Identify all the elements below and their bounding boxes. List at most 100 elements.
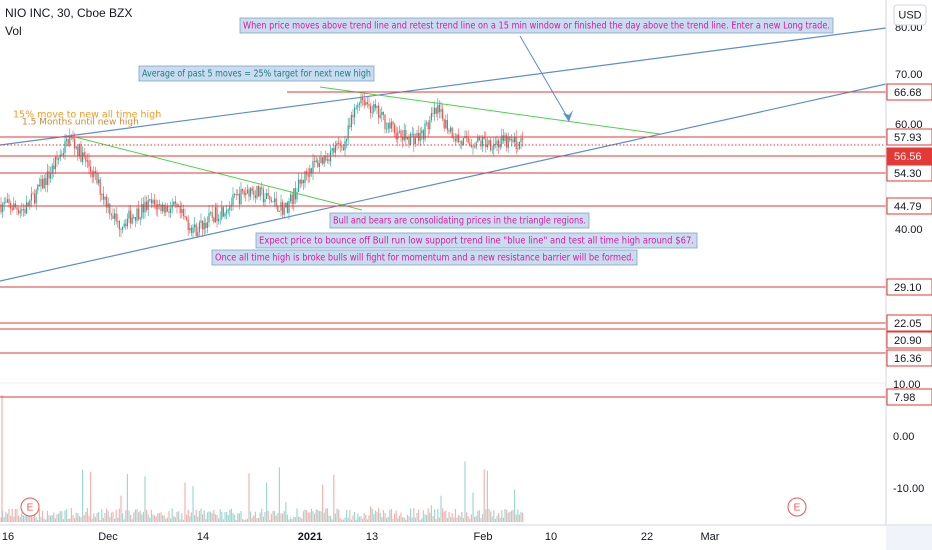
volume-bar: [109, 517, 111, 522]
volume-bar: [248, 473, 250, 522]
candle-body: [174, 201, 176, 204]
candle-body: [171, 205, 173, 209]
volume-bar: [504, 508, 506, 522]
candle-body: [483, 137, 485, 139]
price-level-label: 22.05: [894, 318, 922, 330]
candle-body: [221, 207, 223, 219]
candle-body: [302, 179, 304, 184]
volume-bar: [478, 510, 480, 522]
volume-bar: [162, 515, 164, 522]
arrow: [519, 35, 570, 121]
volume-bar: [133, 512, 135, 522]
candle-body: [165, 205, 167, 213]
price-level-tag: [886, 331, 932, 349]
candle-body: [43, 178, 45, 189]
volume-bar: [357, 513, 359, 522]
candle-body: [133, 216, 135, 218]
volume-bar: [142, 511, 144, 522]
candle-body: [382, 111, 384, 115]
volume-bar: [283, 511, 285, 522]
volume-bar: [198, 510, 200, 522]
candle-body: [411, 133, 413, 135]
candle-body: [262, 189, 264, 203]
volume-bar: [493, 510, 495, 522]
candle-body: [494, 143, 496, 146]
candle-body: [219, 218, 221, 220]
volume-bar: [275, 515, 277, 522]
candle-body: [189, 227, 191, 231]
candle-body: [478, 137, 480, 141]
price-level-label: 54.30: [894, 168, 922, 180]
candle-body: [275, 198, 277, 206]
volume-bar: [83, 515, 85, 522]
volume-bar: [338, 509, 340, 522]
candle-body: [291, 194, 293, 204]
volume-bar: [421, 518, 423, 522]
volume-bar: [181, 513, 183, 522]
candle-body: [144, 201, 146, 213]
candle-body: [14, 203, 16, 208]
candle-body: [266, 193, 268, 200]
candle-body: [314, 160, 316, 162]
volume-bar: [131, 519, 133, 522]
volume-bar: [94, 516, 96, 522]
candle-body: [299, 179, 301, 184]
volume-bar: [18, 515, 20, 522]
annotations: When price moves above trend line and re…: [13, 17, 834, 266]
event-label[interactable]: E: [794, 503, 801, 514]
volume-bar: [203, 510, 205, 522]
volume-bar: [32, 517, 34, 522]
candle-body: [270, 199, 272, 202]
candle-body: [91, 171, 93, 178]
volume-bar: [394, 513, 396, 522]
candle-body: [310, 168, 312, 174]
volume-bar: [477, 510, 479, 522]
candle-body: [240, 189, 242, 205]
volume-bar: [443, 511, 445, 522]
candle-body: [186, 217, 188, 220]
volume-bar: [190, 512, 192, 522]
volume-bar: [56, 514, 58, 522]
volume-bar: [254, 511, 256, 522]
currency-button[interactable]: [893, 4, 927, 26]
volume-bar: [90, 471, 92, 522]
candle-body: [232, 194, 234, 205]
candle-body: [296, 191, 298, 200]
candle-body: [104, 196, 106, 200]
candle-body: [227, 210, 229, 211]
volume-bar: [453, 517, 455, 522]
volume-bar: [222, 519, 224, 522]
volume-bar: [102, 517, 104, 522]
candle-body: [350, 114, 352, 128]
volume-bar: [11, 508, 13, 522]
price-level-label: 20.90: [894, 335, 922, 347]
event-marker[interactable]: [787, 497, 807, 517]
volume-bar: [512, 509, 514, 522]
volume-bar: [24, 516, 26, 522]
candle-body: [358, 103, 360, 105]
candle-body: [498, 140, 500, 148]
volume-bar: [416, 512, 418, 522]
volume-bar: [277, 513, 279, 522]
candle-body: [206, 222, 208, 228]
candle-body: [427, 122, 429, 130]
volume-bar: [37, 519, 39, 522]
candle-body: [269, 195, 271, 200]
candle-body: [13, 203, 15, 210]
candle-body: [190, 227, 192, 233]
volume-bar: [491, 516, 493, 522]
price-levels: 66.68 57.93 56.56 54.30 44.79 29.10 22.05 20.90…: [0, 83, 932, 406]
candle-body: [21, 209, 23, 212]
candle-body: [414, 137, 416, 145]
event-label[interactable]: E: [27, 503, 34, 514]
volume-bar: [19, 517, 21, 522]
event-marker[interactable]: [20, 497, 40, 517]
volume-bar: [299, 517, 301, 522]
volume-bar: [75, 512, 77, 522]
currency[interactable]: USD: [898, 9, 921, 21]
candle-body: [110, 214, 112, 216]
candle-body: [317, 160, 319, 167]
volume-bar: [46, 510, 48, 522]
volume-bar: [282, 513, 284, 522]
candle-body: [333, 148, 335, 153]
